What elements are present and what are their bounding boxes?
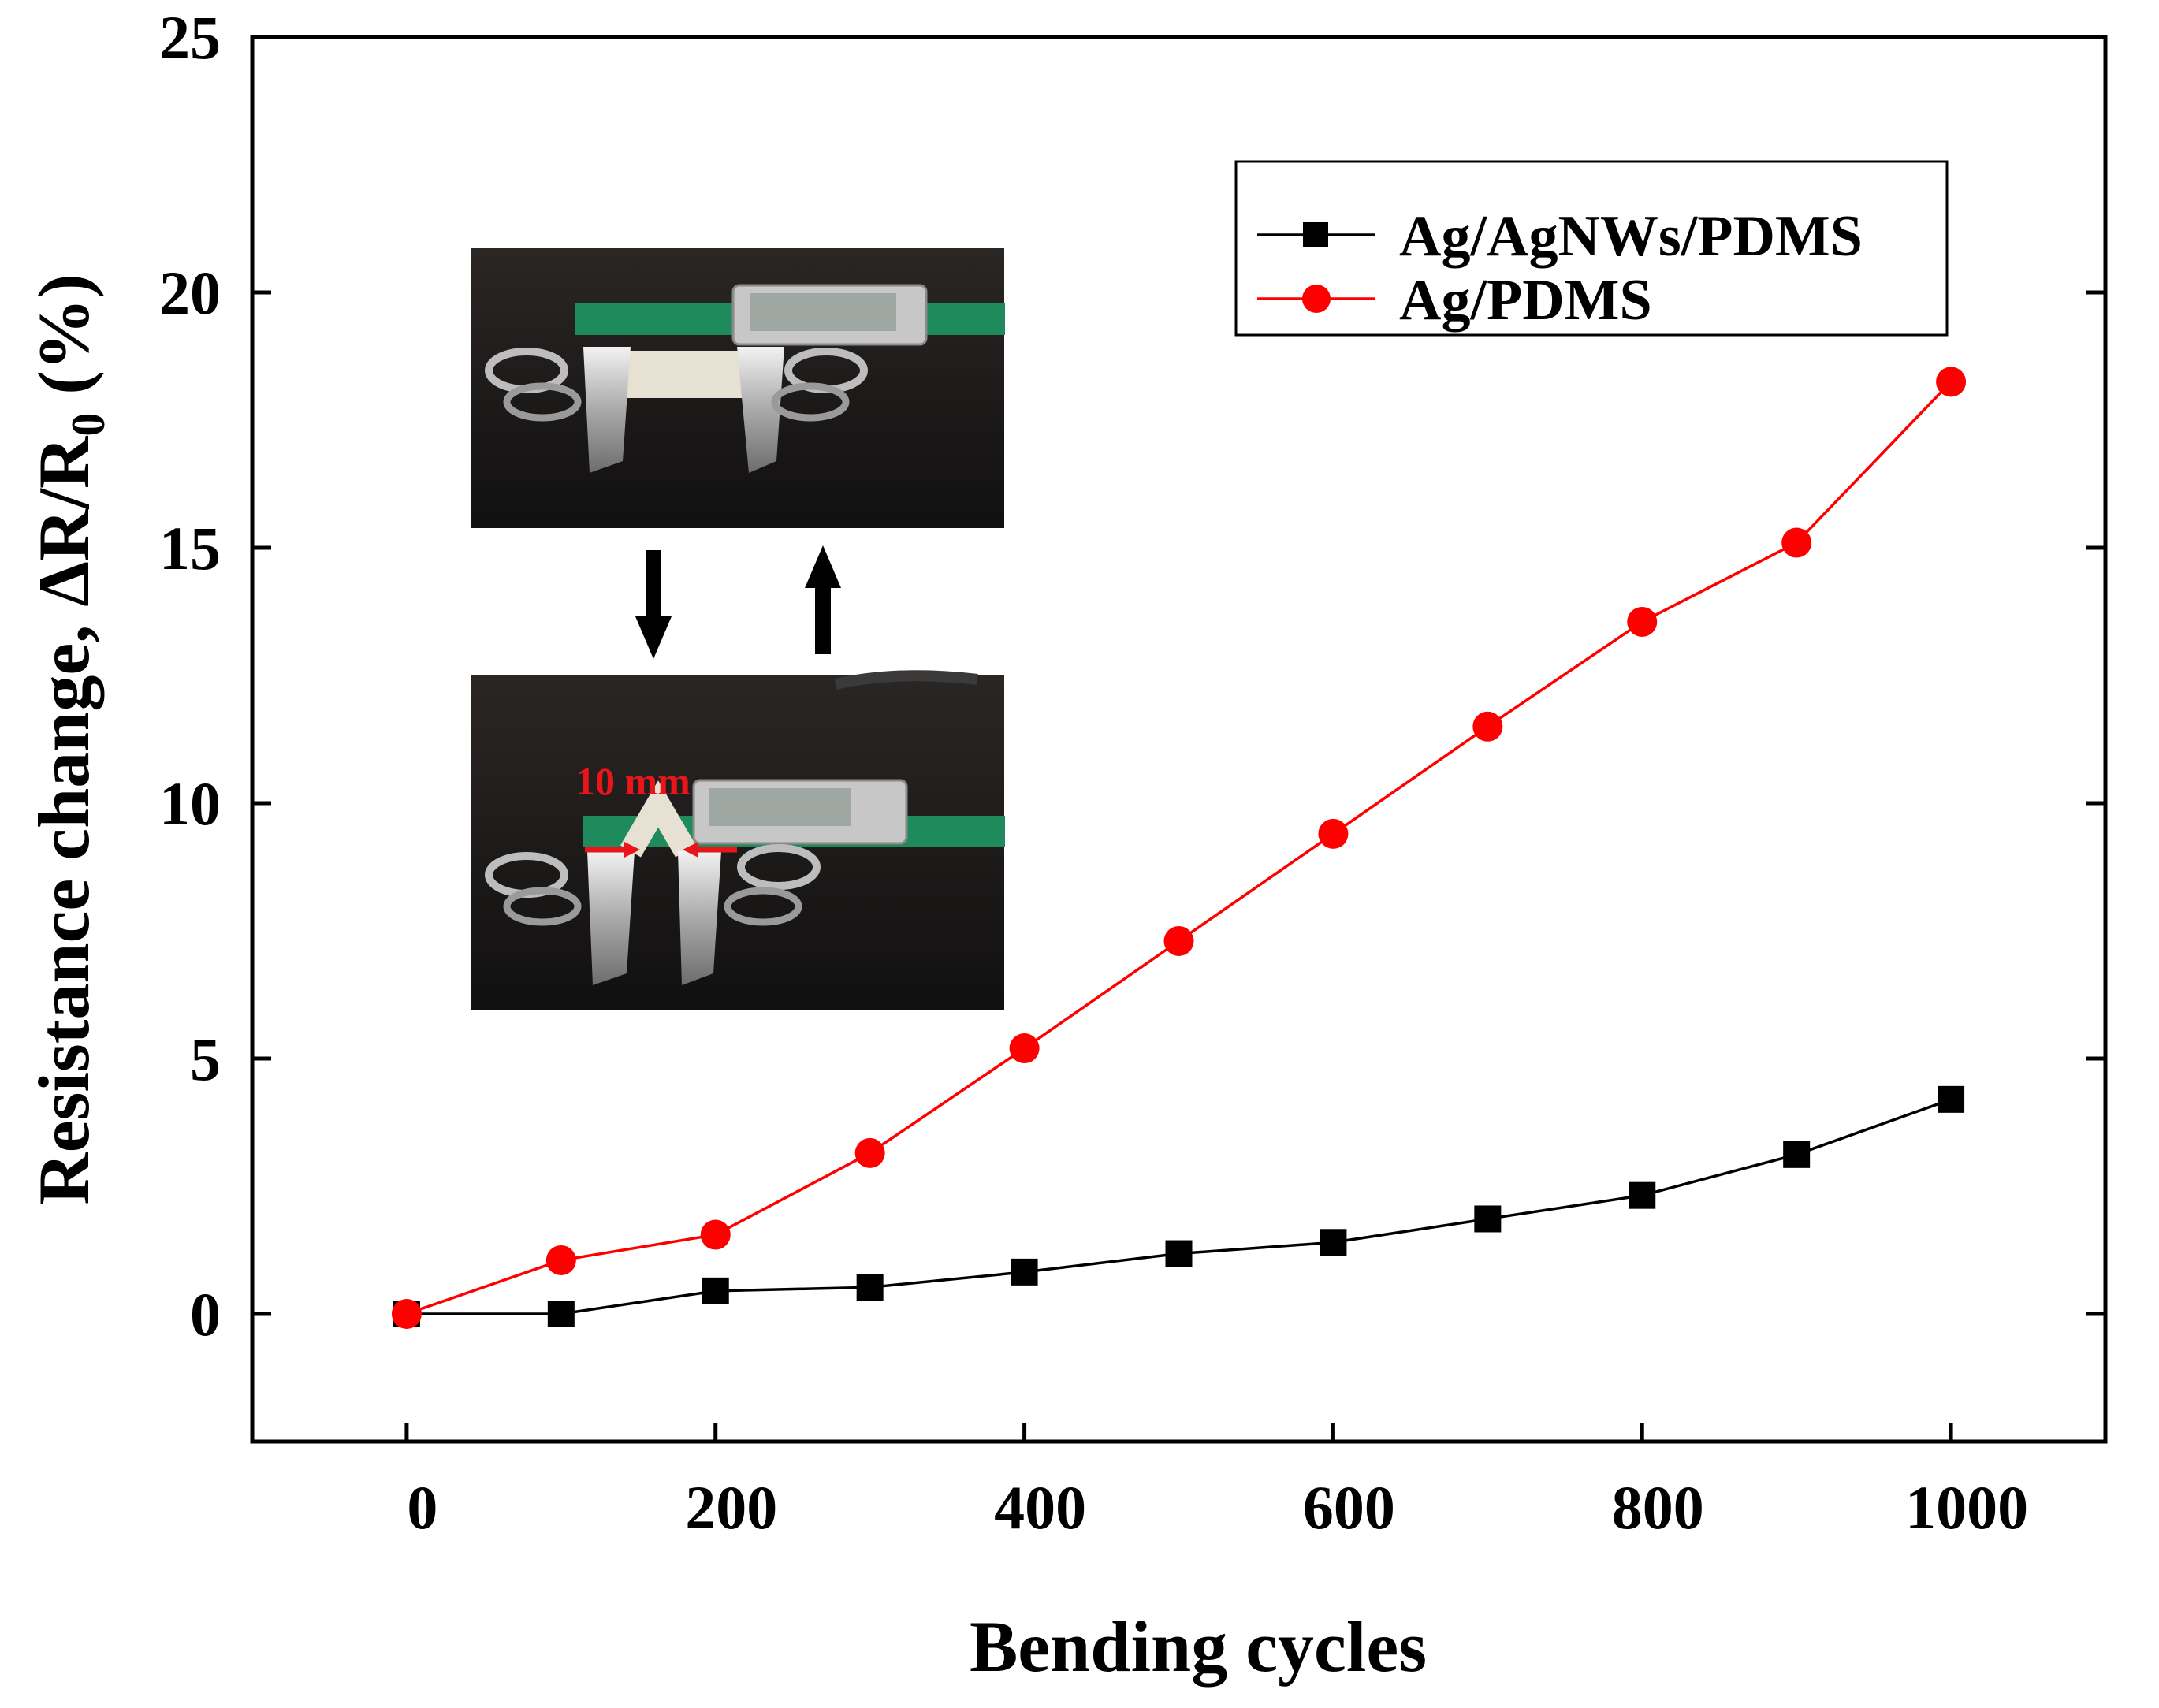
data-point (1318, 818, 1349, 849)
x-tick-label: 1000 (1905, 1473, 2028, 1542)
y-tick-label: 20 (159, 259, 221, 327)
inset-photo-group: 10 mm (471, 248, 1005, 1010)
data-point (1165, 1240, 1193, 1267)
data-point (1011, 1258, 1038, 1286)
axis-tick-labels: 0 200 400 600 800 1000 0 5 10 15 20 25 (159, 3, 2028, 1542)
y-axis-title-unit: (%) (24, 274, 104, 412)
data-point (1163, 925, 1194, 956)
data-point (547, 1301, 575, 1327)
y-axis-title-subscript: 0 (62, 413, 114, 437)
legend-marker (1302, 285, 1331, 313)
x-tick-label: 800 (1612, 1473, 1704, 1542)
series-layer (391, 367, 1967, 1329)
data-point (1320, 1229, 1347, 1256)
y-tick-label: 0 (190, 1280, 221, 1349)
legend-marker (1303, 222, 1328, 247)
data-point (1936, 367, 1967, 397)
y-axis-title: Resistance change, ΔR/R0 (%) (24, 274, 114, 1204)
x-tick-label: 600 (1303, 1473, 1395, 1542)
data-point (856, 1274, 884, 1301)
data-point (702, 1277, 729, 1304)
y-tick-label: 5 (190, 1025, 221, 1093)
data-point (700, 1219, 731, 1250)
data-point (1783, 1141, 1811, 1168)
legend-box (1234, 160, 1949, 337)
y-axis-title-main: Resistance change, ΔR/R (24, 435, 104, 1205)
legend-label: Ag/AgNWs/PDMS (1399, 204, 1863, 269)
y-tick-label: 15 (159, 514, 221, 582)
y-tick-label: 10 (159, 769, 221, 838)
arrow-up-icon (805, 545, 841, 654)
legend-item: Ag/PDMS (1257, 268, 1652, 333)
data-point (854, 1137, 885, 1168)
data-point (1474, 1205, 1502, 1233)
axis-ticks (252, 35, 2105, 1442)
series-1 (393, 1085, 1965, 1327)
x-axis-title: Bending cycles (970, 1606, 1427, 1687)
inset-annotation: 10 mm (575, 759, 691, 803)
legend-item: Ag/AgNWs/PDMS (1257, 204, 1863, 269)
series-line (406, 1098, 1952, 1315)
y-tick-label: 25 (159, 3, 221, 72)
x-tick-label: 400 (994, 1473, 1086, 1542)
data-point (545, 1245, 576, 1275)
data-point (1938, 1085, 1965, 1113)
data-point (1781, 527, 1812, 558)
data-point (1472, 711, 1503, 742)
caliper-bending-photo-icon (471, 248, 1005, 1010)
x-tick-label: 200 (685, 1473, 777, 1542)
data-point (1627, 606, 1658, 637)
x-tick-label: 0 (407, 1473, 437, 1542)
arrow-down-icon (635, 550, 672, 659)
data-point (1009, 1033, 1040, 1064)
data-point (391, 1299, 422, 1329)
series-2 (391, 367, 1967, 1329)
data-point (1629, 1181, 1656, 1209)
legend-label: Ag/PDMS (1399, 268, 1652, 333)
plot-frame (250, 35, 2108, 1444)
